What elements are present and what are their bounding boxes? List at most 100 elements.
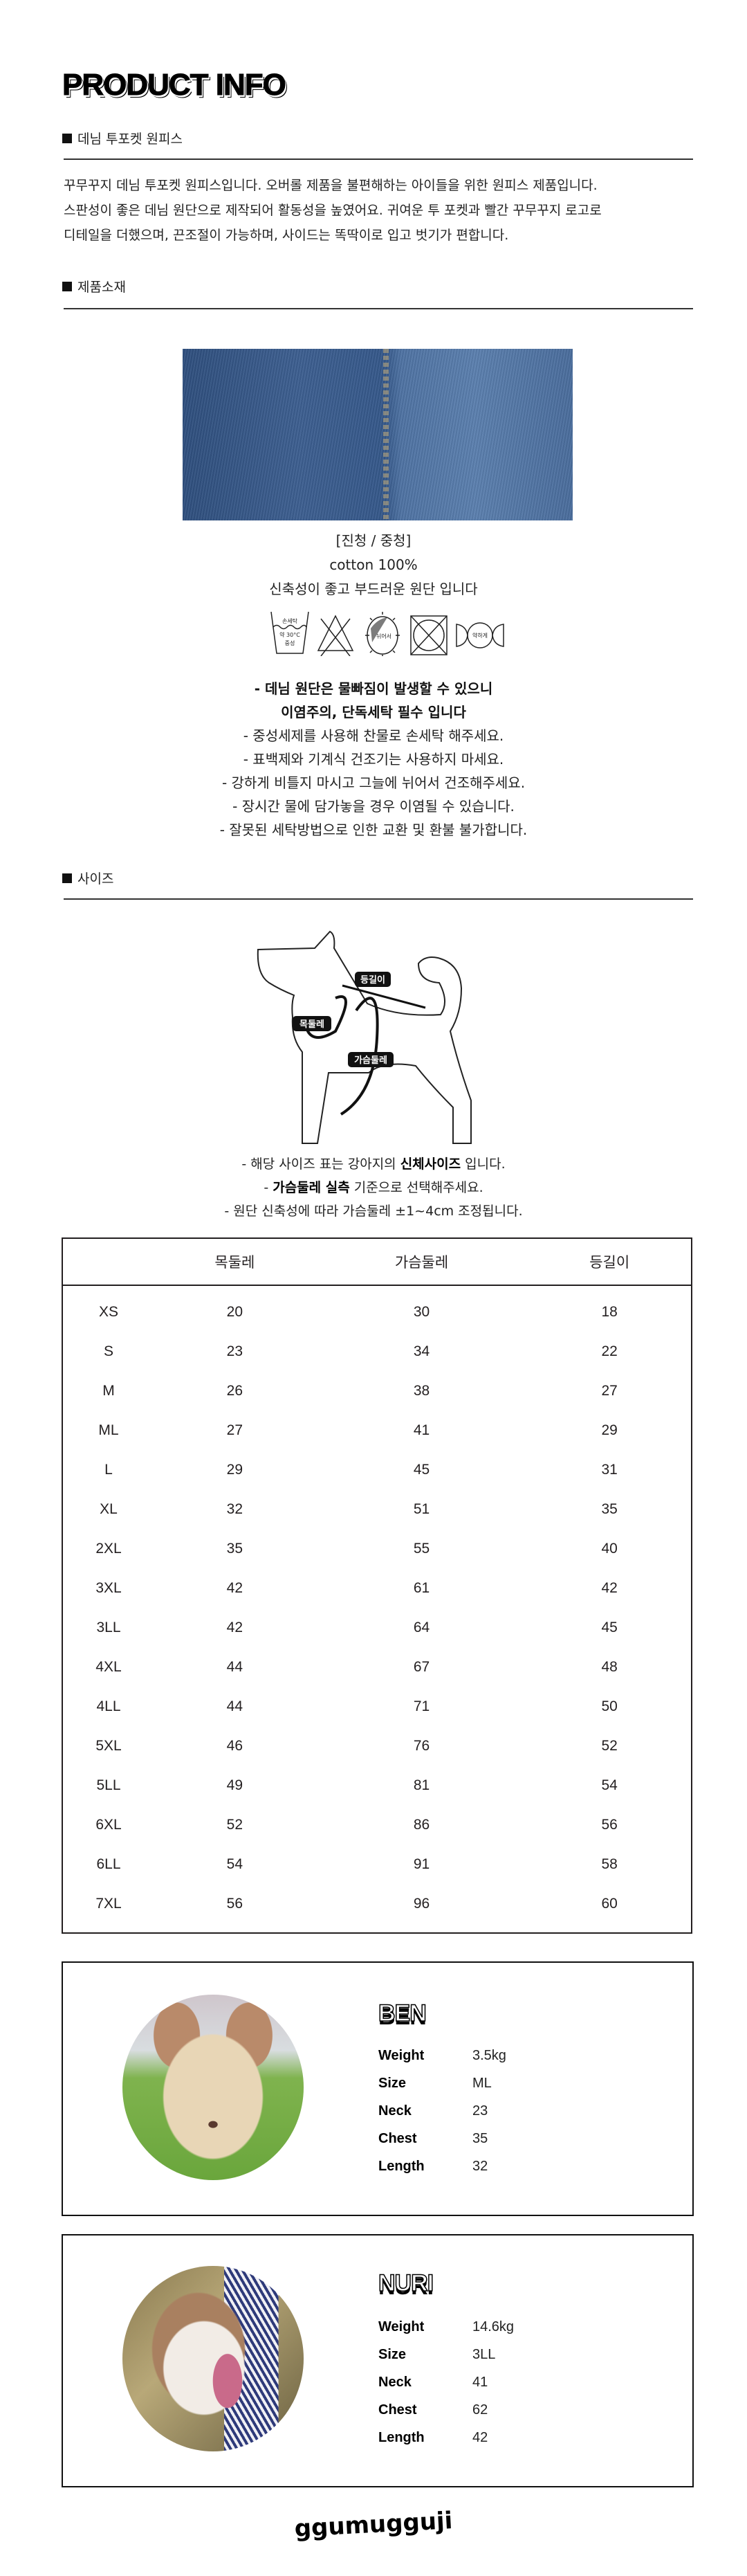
stat-value: 41	[472, 2374, 488, 2390]
table-row: 4XL 44 67 48	[62, 1647, 692, 1687]
size-label: 7XL	[95, 1895, 122, 1912]
care-note: - 중성세제를 사용해 찬물로 손세탁 해주세요.	[243, 727, 504, 744]
size-value: 48	[601, 1658, 618, 1675]
section-heading-size: 사이즈	[62, 869, 113, 887]
column-header: 등길이	[528, 1238, 692, 1286]
model-name: BEN	[378, 1999, 427, 2027]
size-label: M	[102, 1382, 115, 1399]
material-info: [진청 / 중청] cotton 100% 신축성이 좋고 부드러운 원단 입니…	[0, 529, 747, 601]
stat-value: ML	[472, 2075, 492, 2091]
model-stats: Weight 3.5kg Size ML Neck 23 Chest 35 Length 32	[378, 2042, 506, 2180]
divider	[64, 308, 693, 309]
table-row: XS 20 30 18	[62, 1285, 692, 1332]
brand-logo: ggumugguji	[293, 2507, 454, 2543]
stat-row: Weight 14.6kg	[378, 2313, 514, 2341]
size-label: 3LL	[96, 1619, 121, 1635]
section-heading-text: 데님 투포켓 원피스	[77, 131, 183, 147]
svg-text:약하게: 약하게	[472, 632, 488, 639]
size-value: 42	[601, 1579, 618, 1596]
size-value: 86	[413, 1816, 430, 1833]
stat-label: Weight	[378, 2047, 425, 2063]
column-header: 가슴둘레	[315, 1238, 528, 1286]
size-value: 38	[413, 1382, 430, 1399]
column-header	[62, 1238, 154, 1286]
size-value: 40	[601, 1540, 618, 1557]
size-value: 22	[601, 1343, 618, 1359]
square-bullet-icon	[62, 873, 72, 883]
size-value: 27	[601, 1382, 618, 1399]
size-label: 3XL	[95, 1579, 122, 1596]
table-row: ML 27 41 29	[62, 1411, 692, 1450]
stat-row: Size 3LL	[378, 2341, 514, 2368]
care-instructions: - 데님 원단은 물빠짐이 발생할 수 있으니 이염주의, 단독세탁 필수 입니…	[0, 677, 747, 842]
table-row: M 26 38 27	[62, 1371, 692, 1411]
size-value: 41	[413, 1422, 430, 1438]
size-value: 45	[601, 1619, 618, 1635]
size-table: 목둘레 가슴둘레 등길이 XS 20 30 18 S 23 34 22 M 26 38 27 ML 27 41 2…	[62, 1237, 692, 1934]
size-value: 27	[226, 1422, 243, 1438]
care-warning: - 데님 원단은 물빠짐이 발생할 수 있으니	[254, 680, 493, 697]
svg-text:약 30°C: 약 30°C	[279, 631, 300, 638]
no-tumble-dry-icon	[410, 615, 448, 655]
svg-text:뉘어서: 뉘어서	[376, 633, 391, 640]
no-bleach-icon	[317, 615, 354, 656]
size-label: 6XL	[95, 1816, 122, 1833]
stat-value: 3.5kg	[472, 2047, 506, 2063]
model-stats: Weight 14.6kg Size 3LL Neck 41 Chest 62 Length 42	[378, 2313, 514, 2451]
back-length-label: 등길이	[360, 974, 385, 986]
size-value: 71	[413, 1698, 430, 1714]
table-row: 5XL 46 76 52	[62, 1726, 692, 1766]
size-label: 2XL	[95, 1540, 122, 1557]
description-line: 스판성이 좋은 데님 원단으로 제작되어 활동성을 높였어요. 귀여운 투 포켓…	[64, 203, 602, 218]
dog-outline	[257, 930, 472, 1144]
material-composition: cotton 100%	[329, 556, 418, 573]
size-value: 52	[601, 1737, 618, 1754]
size-label: 5LL	[96, 1777, 121, 1793]
size-value: 67	[413, 1658, 430, 1675]
back-arrow	[342, 984, 426, 1009]
size-label: XS	[98, 1303, 118, 1320]
size-value: 76	[413, 1737, 430, 1754]
table-header-row: 목둘레 가슴둘레 등길이	[62, 1238, 692, 1286]
size-label: 4XL	[95, 1658, 122, 1675]
size-value: 54	[226, 1856, 243, 1872]
stat-value: 42	[472, 2429, 488, 2445]
model-name: NURI	[378, 2269, 434, 2297]
gentle-wring-icon: 약하게	[456, 622, 504, 648]
stat-row: Chest 35	[378, 2125, 506, 2152]
size-label: XL	[100, 1500, 118, 1517]
size-note: - 원단 신축성에 따라 가슴둘레 ±1~4cm 조정됩니다.	[224, 1204, 523, 1219]
stat-value: 62	[472, 2402, 488, 2418]
stat-label: Chest	[378, 2402, 417, 2418]
size-value: 45	[413, 1461, 430, 1478]
stat-label: Size	[378, 2075, 407, 2091]
care-note: - 잘못된 세탁방법으로 인한 교환 및 환불 불가합니다.	[219, 822, 528, 838]
stat-value: 23	[472, 2103, 488, 2119]
description-line: 디테일을 더했으며, 끈조절이 가능하며, 사이드는 똑딱이로 입고 벗기가 편…	[64, 228, 509, 243]
stat-label: Length	[378, 2429, 425, 2445]
section-heading-text: 사이즈	[77, 871, 114, 887]
stat-row: Weight 3.5kg	[378, 2042, 506, 2069]
size-value: 32	[226, 1500, 243, 1517]
stat-value: 3LL	[472, 2346, 496, 2362]
table-row: S 23 34 22	[62, 1332, 692, 1371]
size-value: 30	[413, 1303, 430, 1320]
stat-label: Neck	[378, 2103, 412, 2119]
size-value: 29	[601, 1422, 618, 1438]
stat-row: Size ML	[378, 2069, 506, 2097]
flat-dry-icon: 뉘어서	[365, 612, 400, 656]
stat-value: 35	[472, 2130, 488, 2146]
divider	[64, 898, 693, 900]
size-value: 54	[601, 1777, 618, 1793]
chest-arrow	[340, 997, 379, 1116]
stat-row: Neck 41	[378, 2368, 514, 2396]
size-value: 60	[601, 1895, 618, 1912]
model-card-ben: BEN Weight 3.5kg Size ML Neck 23 Chest 35 Length…	[62, 1961, 694, 2216]
model-card-nuri: NURI Weight 14.6kg Size 3LL Neck 41 Chest 62 Len…	[62, 2234, 694, 2487]
size-value: 34	[413, 1343, 430, 1359]
size-value: 96	[413, 1895, 430, 1912]
square-bullet-icon	[62, 133, 72, 143]
size-value: 31	[601, 1461, 618, 1478]
size-value: 35	[601, 1500, 618, 1517]
size-value: 44	[226, 1658, 243, 1675]
